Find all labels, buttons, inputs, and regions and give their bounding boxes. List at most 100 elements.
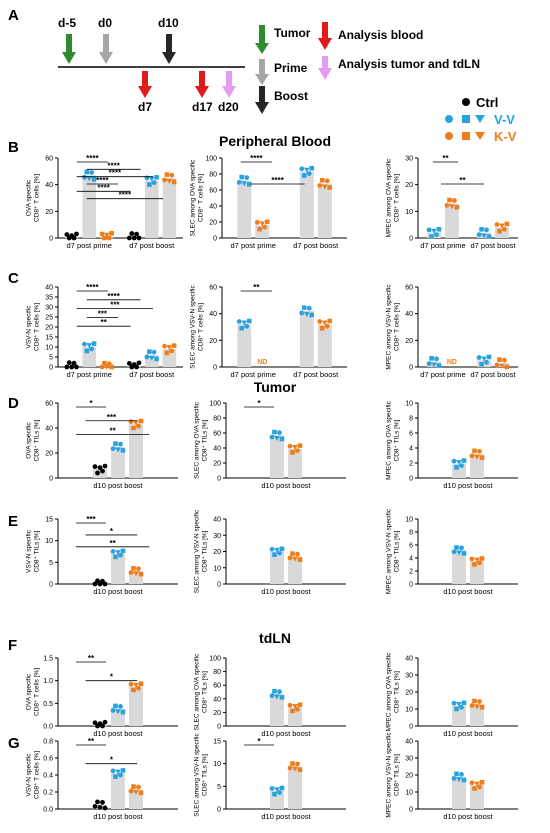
data-point-k-v [497,357,502,362]
y-axis-label: SLEC among VSV-N specificCD8⁺ T cells [%… [190,285,205,369]
data-point-k-v [504,221,510,227]
data-point-v-v [299,310,305,316]
y-axis-label-line: CD8⁺ TILs [%] [394,754,401,796]
data-point-k-v [454,204,460,210]
data-point-v-v [269,546,275,552]
data-point-k-v [477,560,482,566]
bar-k-v [129,686,143,726]
data-point-k-v [297,443,303,448]
data-point-k-v [138,790,144,796]
x-category-label: d7 post prime [420,241,465,250]
bar-v-v [427,232,441,238]
y-axis-label-line: CD8⁺ TILs [%] [34,530,41,572]
bar-v-v [452,463,466,478]
y-tick-label: 0.0 [43,724,53,731]
data-point-v-v [459,771,464,777]
data-point-ctrl [71,235,77,241]
data-point-k-v [102,235,107,241]
data-point-k-v [474,454,480,460]
x-category-label: d7 post boost [470,241,516,250]
data-point-v-v [274,435,280,441]
data-point-k-v [99,231,105,237]
x-category-label: d7 post boost [293,370,339,379]
y-tick-label: 80 [209,172,217,179]
data-point-v-v [303,311,310,317]
significance-label: ** [459,176,466,185]
significance-label: * [110,527,114,536]
data-point-k-v [292,766,298,772]
bar-k-v [445,203,459,238]
y-tick-label: 0.6 [43,756,53,763]
y-tick-label: 4 [409,446,413,453]
significance-label: **** [107,161,120,170]
y-tick-label: 60 [45,156,53,163]
y-tick-label: 20 [209,220,217,227]
significance-label: * [257,399,261,408]
data-point-k-v [164,350,170,356]
data-point-k-v [319,325,325,331]
timeline-arrow-d10 [162,34,176,64]
data-point-ctrl [92,464,98,470]
bar-v-v [477,360,491,367]
significance-label: ** [442,154,449,163]
data-point-v-v [486,234,492,239]
data-point-v-v [481,233,487,239]
data-point-v-v [148,355,155,361]
y-axis-label-line: CD8⁺ TILs [%] [202,530,209,572]
data-point-k-v [295,448,300,453]
chart-d1: 0 20 40 60 OVA specificCD8⁺ TILs [%] d10 post… [26,399,178,490]
data-point-k-v [102,360,107,366]
data-point-v-v [113,554,118,560]
data-point-v-v [484,227,489,233]
section-title-blood: Peripheral Blood [219,133,331,149]
data-point-k-v [295,761,300,767]
timeline-label-d7: d7 [138,100,152,114]
significance-label: ** [253,283,260,292]
significance-label: *** [110,301,120,310]
y-tick-label: 0.5 [43,701,53,708]
legend-label-prime: Prime [274,61,308,75]
y-tick-label: 0 [217,724,221,731]
data-point-v-v [115,769,121,775]
y-axis-label: OVA specificCD8⁺ T cells [%] [26,174,41,222]
legend-label-boost: Boost [274,89,308,103]
data-point-ctrl [100,799,105,805]
data-point-v-v [459,545,464,551]
data-point-k-v [136,423,141,429]
significance-label: **** [97,183,110,192]
data-point-k-v [133,682,139,688]
data-point-k-v [287,702,293,708]
data-point-v-v [454,771,459,777]
data-point-v-v [110,708,116,713]
y-tick-label: 8 [409,530,413,537]
data-point-v-v [84,348,90,354]
data-point-k-v [138,571,144,577]
data-point-v-v [110,548,116,554]
data-point-ctrl [100,468,105,474]
y-tick-label: 60 [45,401,53,408]
data-point-v-v [115,709,121,715]
data-point-v-v [479,361,484,367]
y-tick-label: 0.8 [43,739,53,746]
data-point-v-v [456,550,462,556]
data-point-ctrl [92,720,98,726]
y-axis-label-line: MPEC among OVA specific [386,158,393,237]
significance-label: ** [109,427,116,436]
data-point-v-v [277,430,282,436]
y-tick-label: 0 [409,476,413,483]
data-point-v-v [151,180,157,186]
y-tick-label: 40 [405,739,413,746]
x-category-label: d10 post boost [93,481,143,490]
timeline-arrow-d0 [99,34,113,64]
data-point-v-v [272,429,277,435]
y-tick-label: 10 [405,401,413,408]
y-tick-label: 0 [49,476,53,483]
data-point-k-v [262,224,268,230]
data-point-v-v [89,170,95,175]
data-point-k-v [136,685,141,691]
data-point-v-v [279,436,285,442]
data-point-v-v [148,176,155,182]
y-axis-label-line: VSV-N specific [26,305,33,349]
